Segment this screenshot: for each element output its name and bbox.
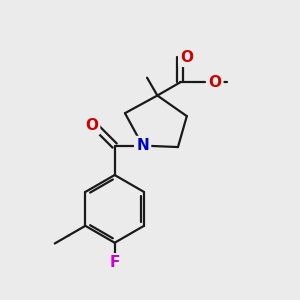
Text: O: O	[85, 118, 98, 133]
Text: N: N	[136, 138, 149, 153]
Text: O: O	[180, 50, 193, 65]
Text: F: F	[110, 255, 120, 270]
Text: O: O	[208, 75, 221, 90]
